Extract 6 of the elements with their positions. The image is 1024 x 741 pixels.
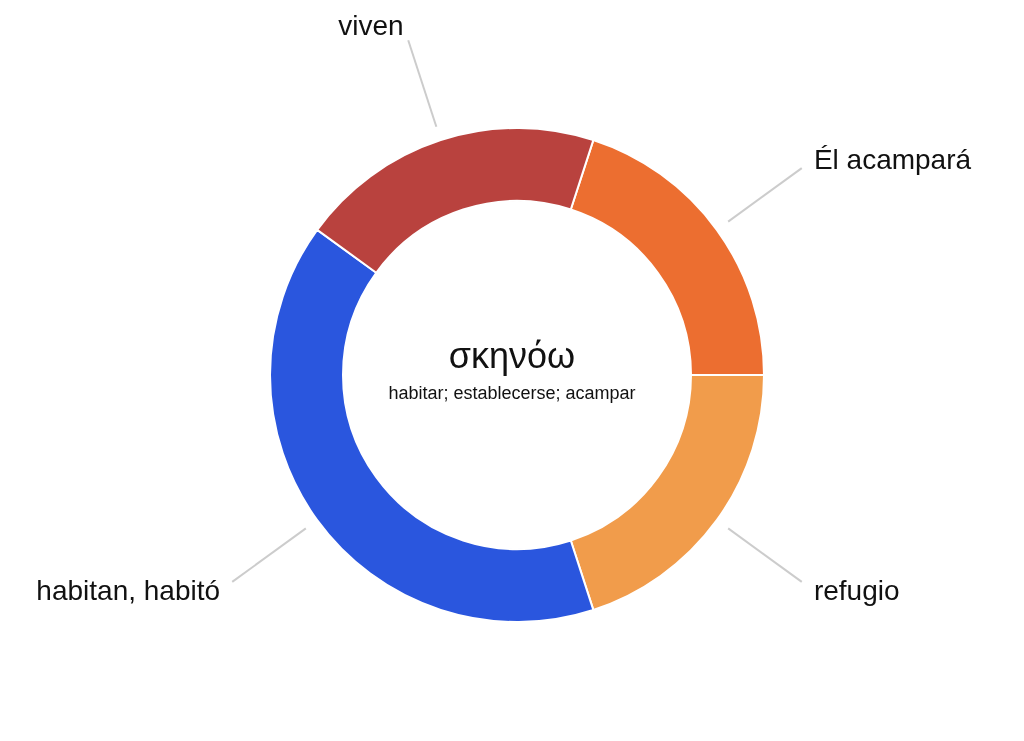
text: σκηνόω bbox=[447, 335, 577, 376]
slice-label: Él acampará bbox=[813, 143, 972, 175]
slice-label: viven bbox=[338, 10, 404, 42]
slice-label: refugio bbox=[813, 575, 900, 607]
slice-label: habitan, habitó bbox=[36, 575, 221, 607]
text: habitar; establecerse; acampar bbox=[387, 382, 637, 404]
